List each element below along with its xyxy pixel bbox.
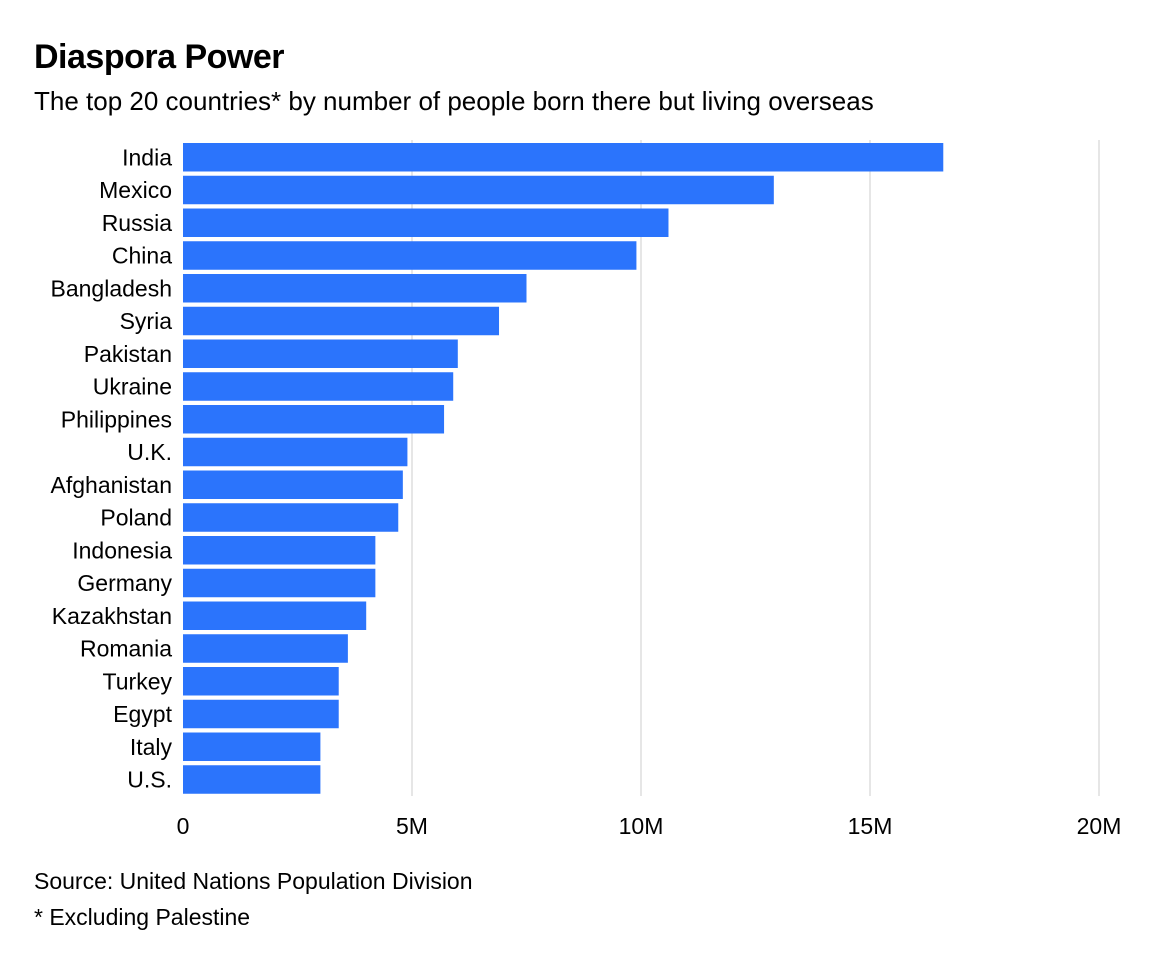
bar <box>183 175 774 205</box>
category-label: Italy <box>130 734 173 760</box>
category-label: Poland <box>100 505 172 531</box>
category-label: Bangladesh <box>51 275 173 301</box>
category-label: India <box>122 144 172 170</box>
category-label: U.K. <box>127 439 172 465</box>
category-label: Kazakhstan <box>52 603 172 629</box>
category-label: Russia <box>102 210 173 236</box>
bar <box>183 372 454 401</box>
category-label: U.S. <box>127 767 172 793</box>
bar <box>183 699 339 729</box>
bar <box>183 765 321 794</box>
bar <box>183 143 944 172</box>
bar <box>183 536 376 565</box>
category-label: Ukraine <box>93 374 172 400</box>
x-tick-label: 15M <box>848 813 893 839</box>
category-label: Syria <box>120 308 173 334</box>
bar <box>183 274 527 303</box>
bar <box>183 437 408 467</box>
category-label: Mexico <box>99 177 172 203</box>
bar <box>183 208 669 237</box>
category-label: Pakistan <box>84 341 172 367</box>
category-label: Philippines <box>61 406 172 432</box>
chart-title: Diaspora Power <box>34 38 284 76</box>
category-labels: India Mexico Russia China Bangladesh Syria Pak… <box>51 144 173 792</box>
category-label: Romania <box>80 636 172 662</box>
category-label: China <box>112 243 172 269</box>
x-tick-label: 20M <box>1077 813 1122 839</box>
bar <box>183 634 348 663</box>
bar <box>183 601 367 630</box>
x-tick-label: 5M <box>396 813 428 839</box>
chart-subtitle: The top 20 countries* by number of peopl… <box>34 86 874 116</box>
bar <box>183 470 403 499</box>
bars <box>183 143 944 794</box>
category-label: Egypt <box>113 701 172 727</box>
category-label: Germany <box>77 570 172 596</box>
bar <box>183 241 637 270</box>
bar <box>183 405 445 434</box>
category-label: Afghanistan <box>51 472 172 498</box>
bar <box>183 339 458 368</box>
bar <box>183 732 321 761</box>
category-label: Turkey <box>103 668 173 694</box>
category-label: Indonesia <box>72 537 172 563</box>
footnote: * Excluding Palestine <box>34 904 251 930</box>
bar <box>183 503 399 532</box>
gridlines <box>411 140 1100 796</box>
bar <box>183 667 339 696</box>
bar <box>183 568 376 598</box>
bar <box>183 306 500 336</box>
x-axis-ticks: 0 5M 10M 15M 20M <box>177 813 1122 839</box>
x-tick-label: 0 <box>177 813 190 839</box>
x-tick-label: 10M <box>619 813 664 839</box>
source-note: Source: United Nations Population Divisi… <box>34 868 473 894</box>
